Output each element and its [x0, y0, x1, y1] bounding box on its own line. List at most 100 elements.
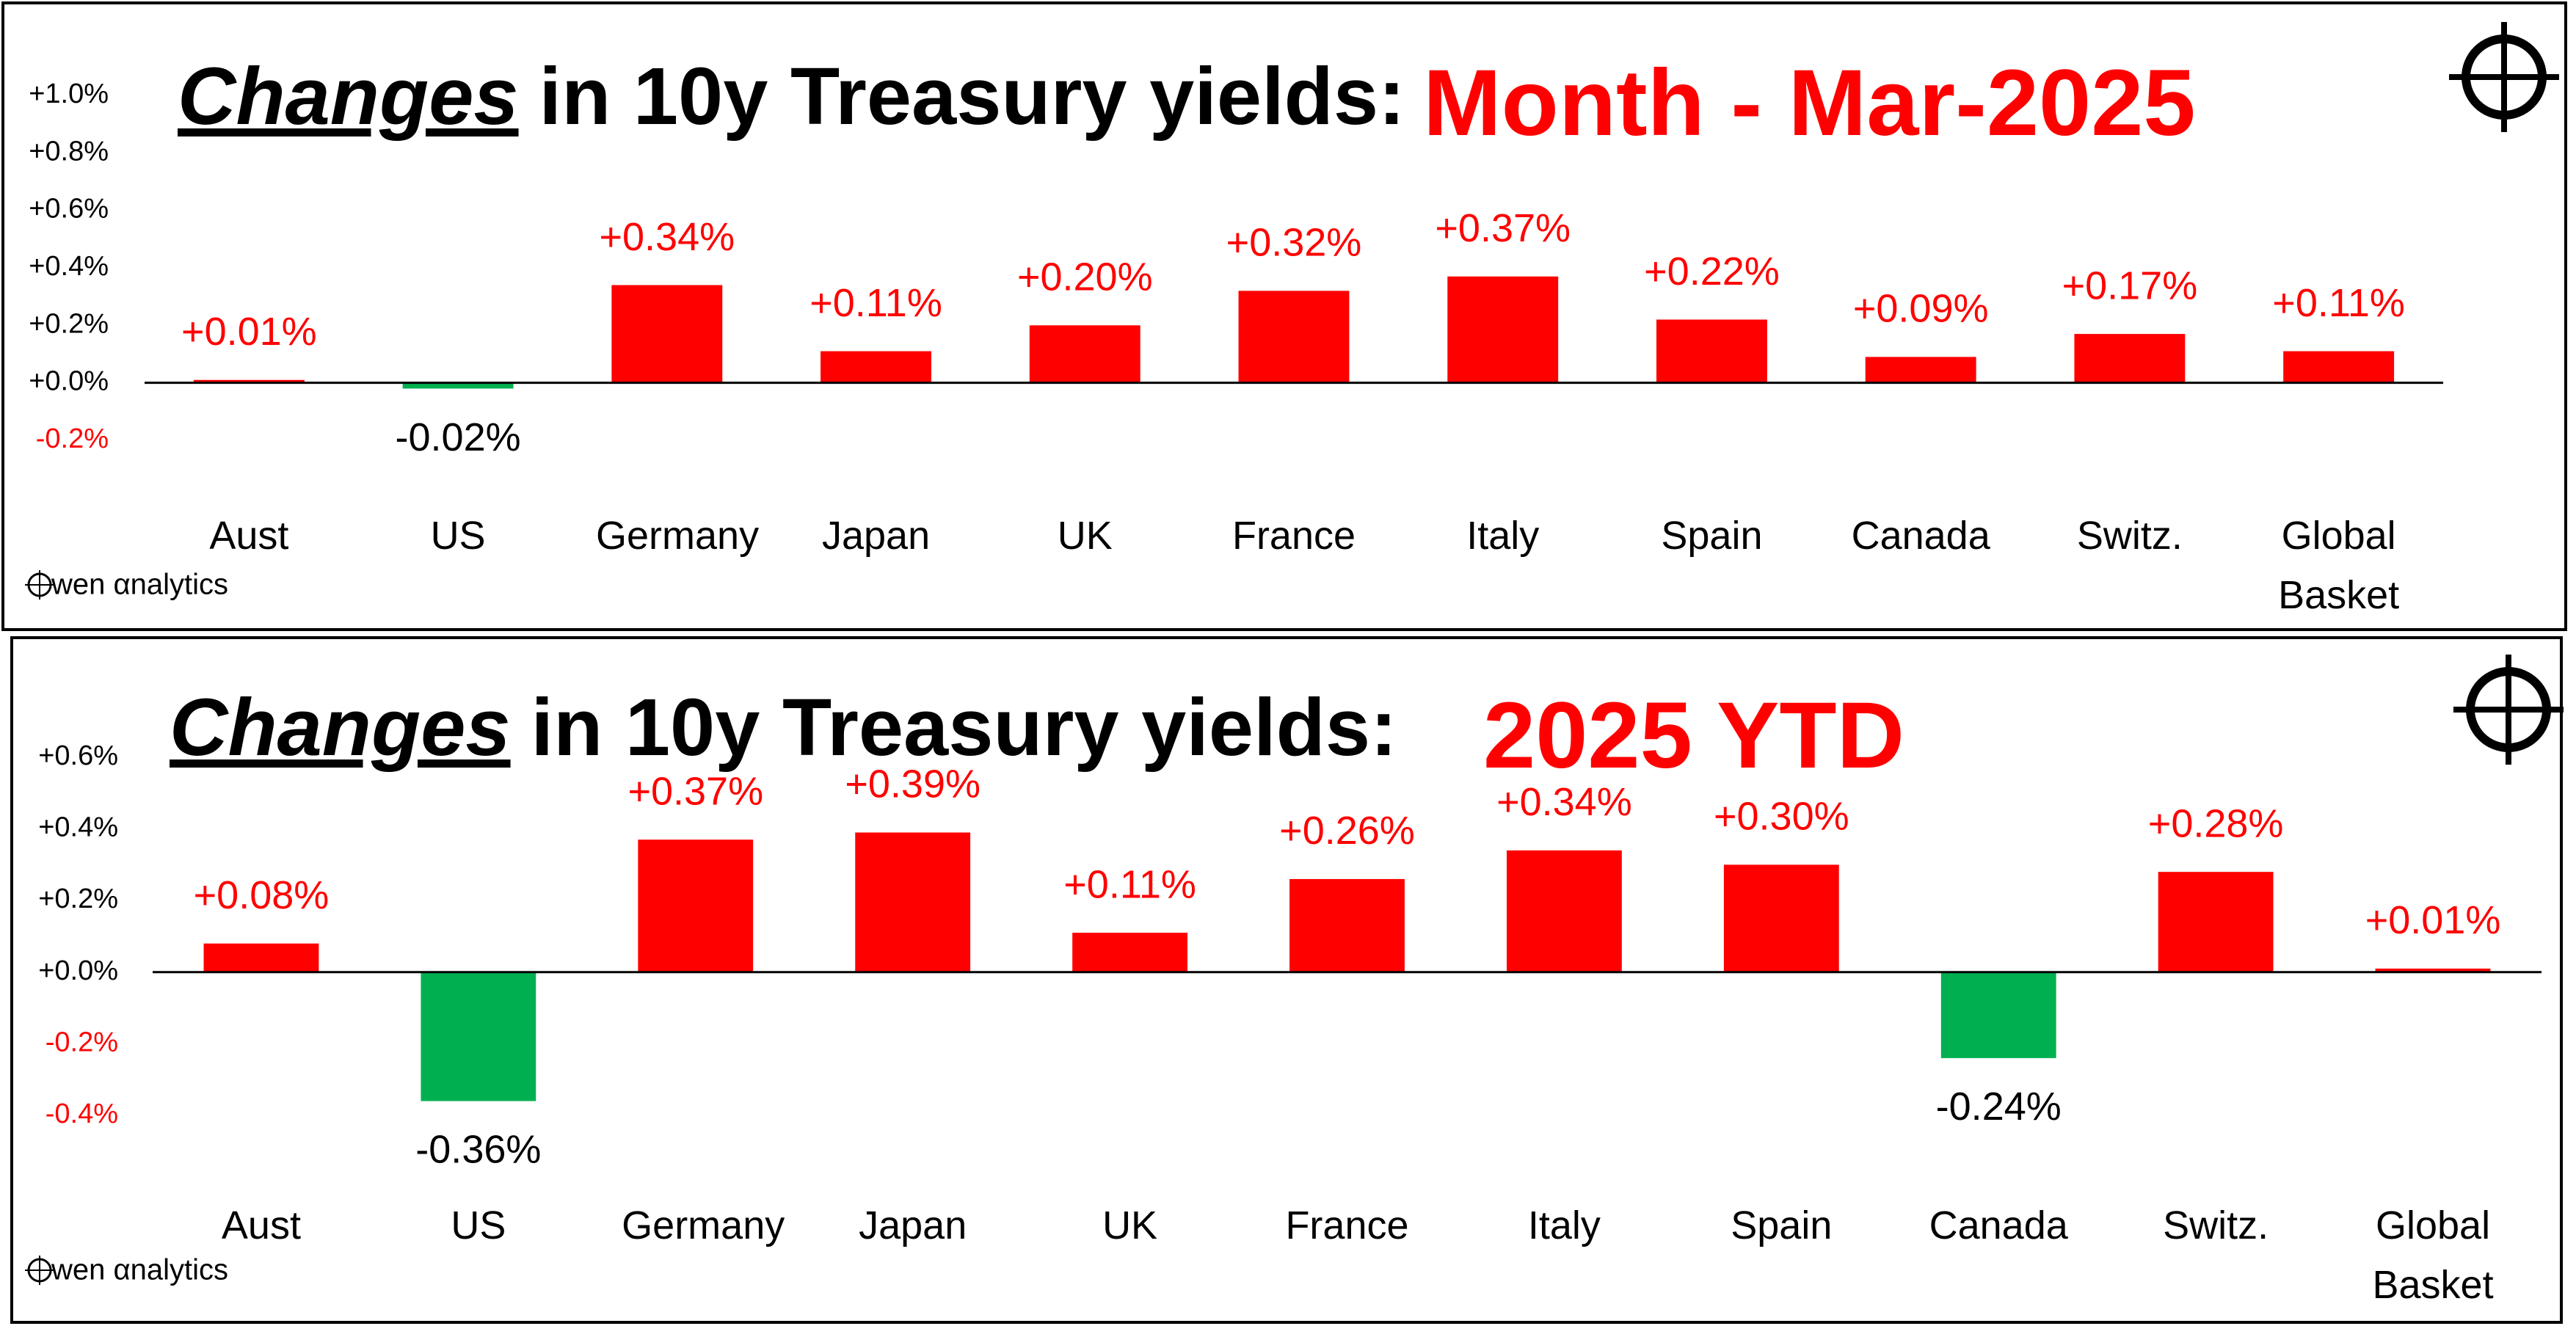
- chart-title: Changes in 10y Treasury yields:: [170, 682, 1397, 773]
- bar: [2074, 334, 2186, 383]
- x-tick-label: Spain: [1731, 1203, 1833, 1247]
- x-tick-label-box: Spain: [1731, 1203, 1833, 1247]
- value-label: +0.22%: [1644, 249, 1780, 294]
- logo-text: wen αnalytics: [51, 569, 228, 601]
- x-tick-label: Canada: [1851, 514, 1990, 558]
- x-tick-label-box: Germany: [596, 514, 760, 558]
- bar: [2158, 872, 2274, 972]
- value-label: +0.30%: [1714, 795, 1849, 839]
- x-tick-label: US: [430, 514, 486, 558]
- bar: [402, 382, 514, 389]
- bar: [1072, 933, 1188, 972]
- bar: [1289, 878, 1405, 972]
- x-tick-label: Spain: [1661, 514, 1763, 558]
- chart-subtitle: Month - Mar-2025: [1423, 51, 2196, 156]
- x-tick-label: Germany: [596, 514, 760, 558]
- x-tick-label-box: Japan: [821, 514, 931, 558]
- chart-subtitle: 2025 YTD: [1483, 683, 1904, 788]
- x-tick-label-box: Global Basket: [2278, 514, 2400, 617]
- value-label: +0.11%: [2272, 281, 2405, 325]
- title-emphasis: Changes: [170, 682, 511, 773]
- title-rest: in 10y Treasury yields:: [531, 682, 1397, 773]
- x-tick-label-box: Aust: [209, 514, 289, 558]
- x-tick-label-box: UK: [1102, 1203, 1158, 1247]
- x-tick-label-box: Germany: [622, 1203, 785, 1247]
- x-tick-label: Japan: [821, 514, 931, 558]
- title-emphasis: Changes: [178, 51, 519, 142]
- bar: [1238, 291, 1350, 383]
- value-label: +0.01%: [2365, 898, 2501, 942]
- bar: [203, 943, 319, 972]
- x-tick-label: Italy: [1466, 514, 1540, 558]
- value-label: +0.08%: [194, 873, 330, 917]
- y-tick-label: +0.4%: [38, 812, 118, 843]
- x-tick-label: UK: [1057, 514, 1113, 558]
- x-tick-label: Switz.: [2076, 514, 2183, 558]
- chart-title: Changes in 10y Treasury yields:: [178, 51, 1405, 142]
- x-tick-label: Global Basket: [2372, 1203, 2494, 1307]
- bar: [821, 351, 931, 383]
- x-tick-label-box: Canada: [1929, 1203, 2068, 1247]
- logo-text: wen αnalytics: [51, 1254, 228, 1286]
- value-label: +0.01%: [181, 310, 317, 354]
- x-tick-label: Global Basket: [2278, 514, 2400, 617]
- value-label: +0.37%: [627, 770, 763, 814]
- bar: [1029, 325, 1140, 383]
- x-tick-label: Italy: [1527, 1203, 1601, 1247]
- x-tick-label-box: Canada: [1851, 514, 1990, 558]
- x-tick-label-box: Japan: [859, 1203, 967, 1247]
- title-rest: in 10y Treasury yields:: [539, 51, 1405, 142]
- x-tick-label-box: Switz.: [2076, 514, 2183, 558]
- value-label: +0.26%: [1279, 809, 1415, 853]
- x-tick-label-box: Spain: [1661, 514, 1763, 558]
- value-label: -0.24%: [1936, 1085, 2062, 1129]
- value-label: +0.37%: [1435, 206, 1571, 250]
- x-tick-label-box: Italy: [1466, 514, 1540, 558]
- x-tick-label-box: UK: [1057, 514, 1113, 558]
- value-label: +0.09%: [1853, 287, 1989, 331]
- x-tick-label-box: US: [451, 1203, 506, 1247]
- y-tick-label: +0.2%: [29, 308, 109, 339]
- value-label: +0.11%: [809, 281, 942, 325]
- bar: [1940, 972, 2056, 1058]
- y-tick-label: +0.0%: [38, 955, 118, 986]
- chart-frame: [10, 636, 2563, 1324]
- x-tick-label-box: Global Basket: [2372, 1203, 2494, 1307]
- x-tick-label: Switz.: [2163, 1203, 2269, 1247]
- value-label: +0.20%: [1017, 255, 1153, 299]
- x-tick-label: France: [1231, 514, 1356, 558]
- x-tick-label-box: US: [430, 514, 486, 558]
- x-tick-label-box: France: [1285, 1203, 1409, 1247]
- bar: [193, 379, 305, 383]
- x-tick-label: Germany: [622, 1203, 785, 1247]
- y-tick-label: +0.2%: [38, 884, 118, 914]
- y-tick-label: +0.0%: [29, 366, 109, 397]
- y-tick-label: +1.0%: [29, 79, 109, 109]
- x-tick-label: Canada: [1929, 1203, 2068, 1247]
- bar: [611, 285, 723, 383]
- bar: [1447, 276, 1559, 383]
- x-tick-label: UK: [1102, 1203, 1158, 1247]
- y-tick-label: -0.4%: [46, 1099, 118, 1129]
- x-tick-label: Aust: [209, 514, 289, 558]
- bar: [638, 839, 754, 972]
- bar: [421, 972, 536, 1101]
- x-tick-label-box: Switz.: [2163, 1203, 2269, 1247]
- x-tick-label-box: France: [1231, 514, 1356, 558]
- y-tick-label: +0.6%: [29, 194, 109, 225]
- bar: [1865, 357, 1976, 383]
- value-label: +0.32%: [1226, 221, 1362, 265]
- bar: [1656, 319, 1767, 383]
- value-label: -0.36%: [415, 1128, 541, 1172]
- x-tick-label: France: [1285, 1203, 1409, 1247]
- x-tick-label-box: Italy: [1527, 1203, 1601, 1247]
- y-tick-label: +0.4%: [29, 251, 109, 282]
- y-tick-label: -0.2%: [36, 423, 109, 454]
- x-tick-label: US: [451, 1203, 506, 1247]
- bar: [1506, 850, 1622, 972]
- x-tick-label: Aust: [221, 1203, 301, 1247]
- value-label: -0.02%: [396, 415, 521, 459]
- value-label: +0.17%: [2062, 263, 2198, 307]
- bar: [1723, 864, 1839, 972]
- value-label: +0.39%: [845, 762, 980, 806]
